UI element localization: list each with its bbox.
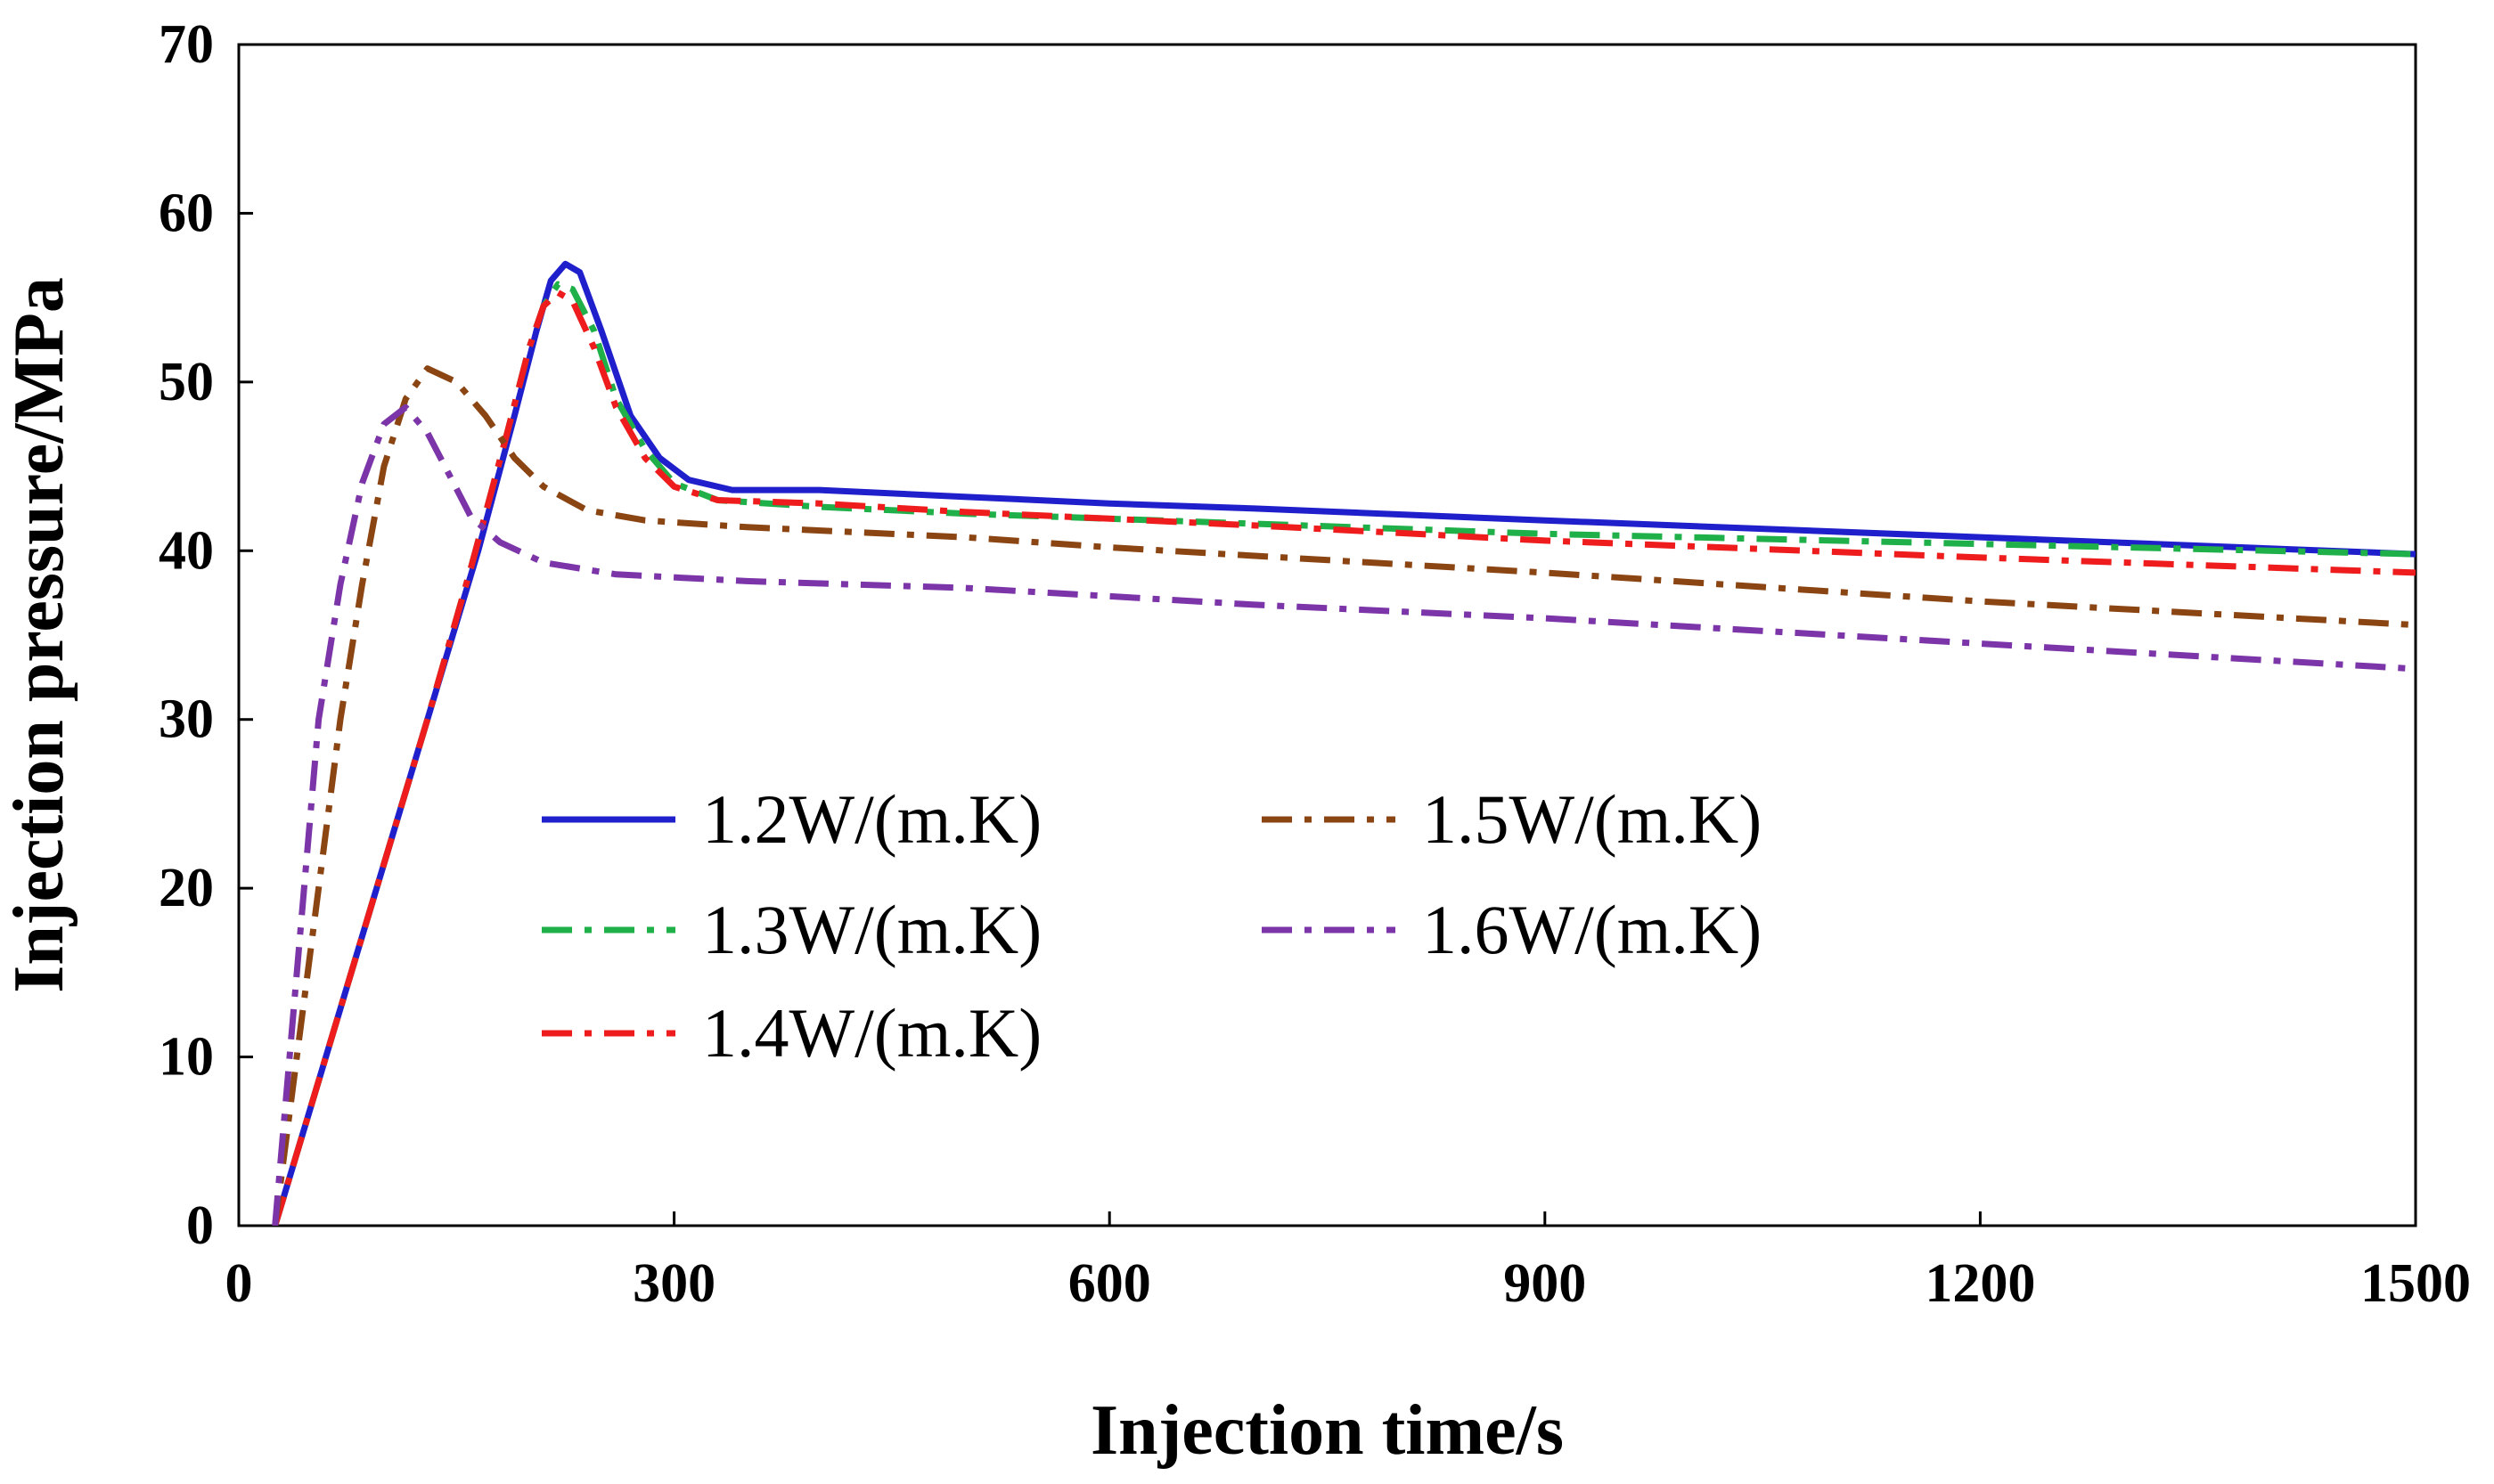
y-tick-label: 30: [159, 689, 214, 750]
plot-frame: [237, 43, 2417, 1227]
x-tick-label: 600: [1068, 1253, 1151, 1314]
plot-area: [237, 43, 2417, 1227]
legend-label-1: 1.2W/(m.K): [702, 780, 1042, 858]
y-tick-label: 0: [186, 1195, 214, 1256]
series-lines: [272, 260, 2416, 1226]
y-tick-label: 50: [159, 352, 214, 412]
x-tick-label: 1500: [2360, 1253, 2471, 1314]
x-axis-title: Injection time/s: [1091, 1391, 1564, 1470]
legend: 1.2W/(m.K) 1.3W/(m.K) 1.4W/(m.K) 1.5W/(m.K)…: [542, 780, 1762, 1072]
legend-label-2: 1.3W/(m.K): [702, 891, 1042, 968]
legend-label-5: 1.6W/(m.K): [1422, 891, 1762, 968]
series-line-4: [272, 365, 2416, 1226]
x-tick-label: 900: [1503, 1253, 1586, 1314]
x-tick-label: 0: [225, 1253, 253, 1314]
y-tick-label: 70: [159, 14, 214, 75]
axes: 0 300 600 900 1200 1500 0 10 20 30 40 50 60 70 Injecti…: [0, 14, 2471, 1470]
y-tick-label: 40: [159, 520, 214, 581]
y-tick-label: 10: [159, 1027, 214, 1088]
legend-label-3: 1.4W/(m.K): [702, 994, 1042, 1072]
x-tick-label: 300: [633, 1253, 715, 1314]
legend-label-4: 1.5W/(m.K): [1422, 780, 1762, 858]
y-tick-label: 20: [159, 858, 214, 918]
series-line-3: [272, 289, 2416, 1226]
y-tick-label: 60: [159, 183, 214, 243]
series-line-1: [272, 260, 2416, 1226]
series-line-2: [272, 281, 2416, 1226]
y-axis-title: Injection pressure/MPa: [0, 277, 78, 993]
x-tick-label: 1200: [1925, 1253, 2035, 1314]
